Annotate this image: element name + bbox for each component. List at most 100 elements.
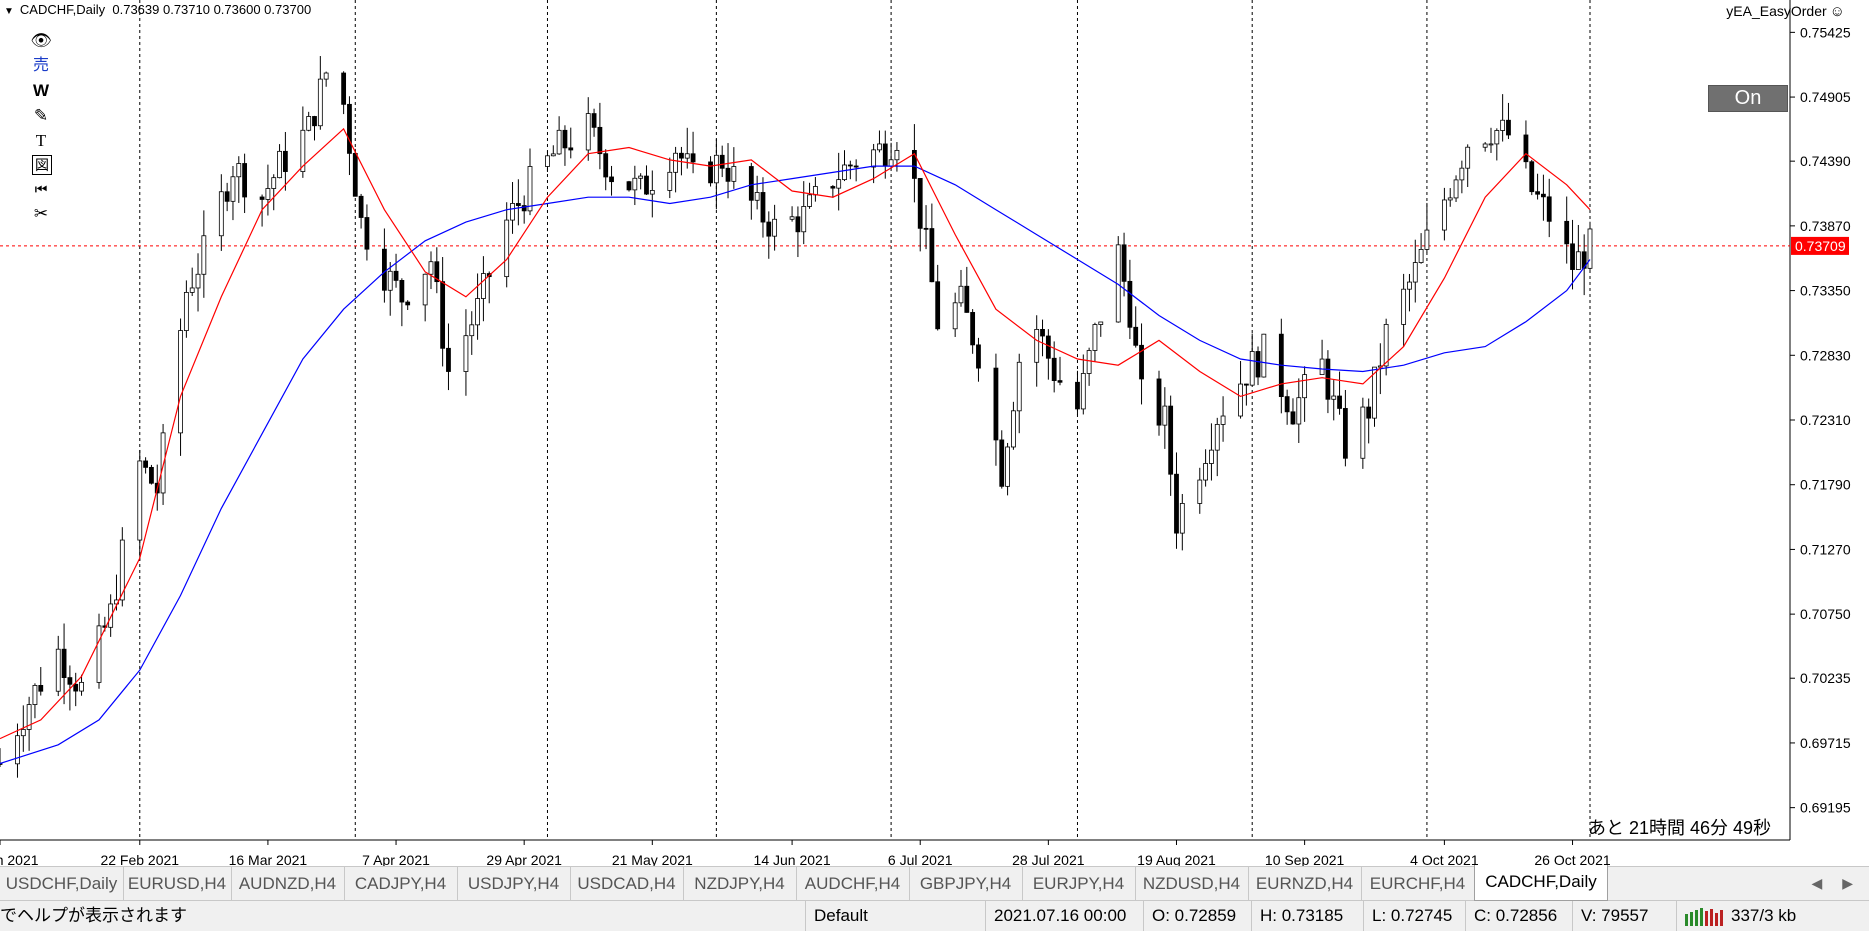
bull-candle [1459, 167, 1465, 181]
bear-candle [679, 152, 684, 159]
bull-candle [32, 685, 38, 705]
price-chart[interactable]: 0.75425 0.74905 0.74390 0.73870 0.73350 0.728… [0, 0, 1869, 870]
bull-candle [812, 186, 818, 196]
tab-audnzd-h4[interactable]: AUDNZD,H4 [231, 867, 345, 900]
tab-scroll-right-icon[interactable]: ▶ [1842, 875, 1853, 891]
chart-area[interactable]: 0.75425 0.74905 0.74390 0.73870 0.73350 0.728… [0, 0, 1869, 870]
time-tick-label: 7 Apr 2021 [362, 852, 430, 868]
bear-candle [690, 153, 696, 163]
bull-candle [96, 625, 102, 683]
chart-title: ▼ CADCHF,Daily 0.73639 0.73710 0.73600 0.… [4, 2, 311, 17]
bull-candle [632, 177, 638, 191]
bear-candle [935, 281, 941, 330]
bull-candle [236, 163, 242, 178]
time-tick-label: 29 Jan 2021 [0, 852, 39, 868]
tab-eurnzd-h4[interactable]: EURNZD,H4 [1248, 867, 1362, 900]
bull-candle [1080, 373, 1086, 410]
bull-candle [1086, 350, 1092, 374]
tab-audchf-h4[interactable]: AUDCHF,H4 [796, 867, 910, 900]
bull-candle [481, 273, 486, 299]
bull-candle [230, 176, 236, 202]
sell-icon[interactable]: 売 [32, 57, 49, 74]
bear-candle [61, 648, 67, 678]
bear-candle [1127, 280, 1133, 328]
bear-candle [591, 113, 597, 128]
tab-nzdjpy-h4[interactable]: NZDJPY,H4 [683, 867, 797, 900]
bull-candle [1494, 130, 1500, 145]
bull-candle [178, 330, 183, 434]
bull-candle [137, 460, 143, 541]
bull-candle [1372, 366, 1377, 419]
bull-candle [673, 152, 679, 173]
text-icon[interactable]: T [35, 131, 47, 150]
profile-name: Default [805, 901, 984, 931]
tab-eurchf-h4[interactable]: EURCHF,H4 [1361, 867, 1475, 900]
eye-icon[interactable]: 👁 [30, 31, 52, 50]
bear-candle [970, 312, 976, 346]
price-tick-label: 0.71790 [1800, 477, 1851, 493]
bull-candle [550, 153, 556, 157]
tab-cadchf-daily[interactable]: CADCHF,Daily [1474, 865, 1608, 901]
tab-scroll-left-icon[interactable]: ◀ [1811, 875, 1823, 891]
bull-candle [871, 149, 877, 168]
bear-candle [1581, 251, 1587, 269]
tab-usdcad-h4[interactable]: USDCAD,H4 [570, 867, 684, 900]
bull-candle [1401, 288, 1407, 325]
tab-usdchf-daily[interactable]: USDCHF,Daily [0, 867, 124, 900]
traffic-readout: 337/3 kb [1731, 906, 1797, 925]
bear-candle [766, 221, 772, 237]
bull-candle [1179, 503, 1185, 534]
bar-low: L: 0.72745 [1363, 901, 1482, 931]
price-tick-label: 0.71270 [1800, 541, 1851, 557]
bear-candle [1523, 134, 1529, 163]
tab-nzdusd-h4[interactable]: NZDUSD,H4 [1135, 867, 1249, 900]
bull-candle [1407, 281, 1412, 290]
time-tick-label: 19 Aug 2021 [1137, 852, 1216, 868]
bear-candle [882, 143, 888, 167]
ea-name: yEA_EasyOrder [1726, 3, 1827, 19]
bear-candle [708, 161, 713, 184]
bull-candle [306, 116, 312, 131]
tab-eurjpy-h4[interactable]: EURJPY,H4 [1022, 867, 1136, 900]
time-tick-label: 4 Oct 2021 [1410, 852, 1479, 868]
bear-candle [364, 217, 370, 250]
tab-gbpjpy-h4[interactable]: GBPJPY,H4 [909, 867, 1023, 900]
bear-candle [1337, 395, 1342, 409]
bear-candle [748, 166, 754, 201]
status-bar: でヘルプが表示されます Default 2021.07.16 00:00 O: … [0, 901, 1869, 931]
bear-candle [1570, 243, 1575, 270]
bear-candle [911, 149, 917, 179]
w-icon[interactable]: W [32, 81, 50, 100]
bull-candle [1162, 405, 1168, 426]
bull-candle [1016, 361, 1022, 412]
tab-cadjpy-h4[interactable]: CADJPY,H4 [344, 867, 458, 900]
bull-candle [1447, 197, 1453, 201]
current-price-tag [1791, 236, 1849, 255]
connection-status[interactable]: 337/3 kb [1676, 901, 1869, 931]
bear-candle [1342, 408, 1348, 459]
ea-on-button[interactable]: On [1708, 85, 1788, 112]
tab-eurusd-h4[interactable]: EURUSD,H4 [123, 867, 232, 900]
bull-candle [836, 179, 842, 189]
bull-candle [807, 194, 812, 207]
bear-candle [102, 625, 108, 628]
bull-candle [842, 164, 847, 181]
time-tick-label: 22 Feb 2021 [100, 852, 179, 868]
pencil-icon[interactable]: ✎ [33, 106, 49, 125]
scissors-icon[interactable]: ✂ [33, 204, 49, 223]
bear-candle [1139, 344, 1144, 380]
bear-candle [149, 466, 154, 484]
rewind-icon[interactable]: ⏮ [34, 181, 48, 197]
bear-candle [1051, 357, 1057, 381]
price-tick-label: 0.70235 [1800, 670, 1851, 686]
price-tick-label: 0.70750 [1800, 606, 1851, 622]
tab-usdjpy-h4[interactable]: USDJPY,H4 [457, 867, 571, 900]
bull-candle [1424, 229, 1430, 250]
bear-candle [1243, 383, 1249, 386]
bear-candle [1045, 335, 1051, 359]
bull-candle [1249, 351, 1255, 386]
collapse-triangle-icon[interactable]: ▼ [4, 6, 14, 17]
chart-icon[interactable]: 図 [32, 155, 52, 175]
price-tick-label: 0.74905 [1800, 89, 1851, 105]
bull-candle [475, 298, 480, 326]
